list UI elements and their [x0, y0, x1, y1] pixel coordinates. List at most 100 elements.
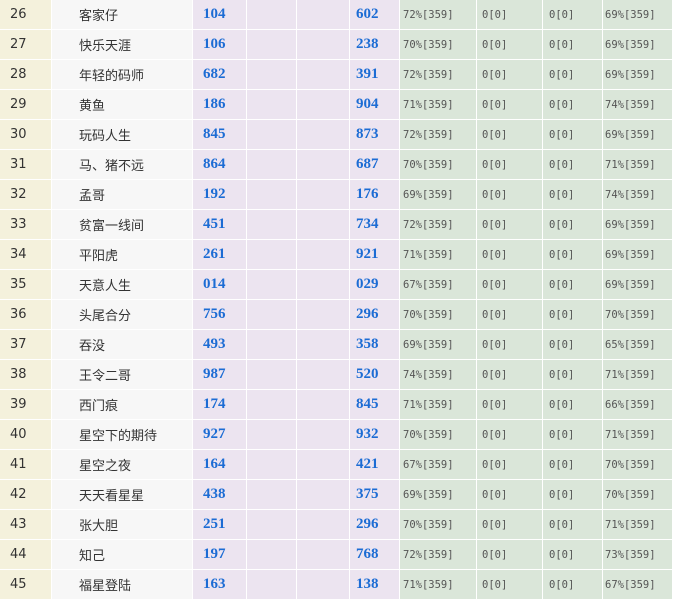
- rank: 43: [10, 517, 27, 532]
- table-cell: 43: [0, 510, 52, 539]
- table-cell: 164: [193, 450, 247, 479]
- count-b: 0[0]: [549, 38, 575, 51]
- count-a: 0[0]: [482, 578, 508, 591]
- number-b: 873: [356, 126, 379, 142]
- count-a: 0[0]: [482, 308, 508, 321]
- count-b: 0[0]: [549, 518, 575, 531]
- name: 客家仔: [79, 9, 119, 24]
- table-cell: 40: [0, 420, 52, 449]
- table-cell: 014: [193, 270, 247, 299]
- table-cell: 375: [350, 480, 400, 509]
- table-cell: 70%[359]: [603, 480, 673, 509]
- table-cell: [247, 120, 297, 149]
- number-a: 192: [203, 186, 226, 202]
- table-cell: 27: [0, 30, 52, 59]
- table-cell: 28: [0, 60, 52, 89]
- rank: 38: [10, 367, 27, 382]
- table-cell: 26: [0, 0, 52, 29]
- table-cell: 186: [193, 90, 247, 119]
- table-cell: 0[0]: [477, 360, 543, 389]
- number-b: 421: [356, 456, 379, 472]
- count-a: 0[0]: [482, 338, 508, 351]
- table-cell: 70%[359]: [603, 300, 673, 329]
- table-cell: [297, 180, 350, 209]
- table-cell: 0[0]: [543, 570, 603, 599]
- table-cell: 44: [0, 540, 52, 569]
- table-cell: 天意人生: [52, 270, 193, 299]
- table-cell: 0[0]: [543, 540, 603, 569]
- rank: 27: [10, 37, 27, 52]
- count-a: 0[0]: [482, 8, 508, 21]
- number-b: 734: [356, 216, 379, 232]
- table-row: 44 知己 197 768 72%[359] 0[0] 0[0] 73%[359]: [0, 540, 673, 570]
- number-a: 438: [203, 486, 226, 502]
- table-cell: 0[0]: [543, 390, 603, 419]
- table-row: 29 黄鱼 186 904 71%[359] 0[0] 0[0] 74%[359]: [0, 90, 673, 120]
- count-a: 0[0]: [482, 188, 508, 201]
- table-cell: [297, 30, 350, 59]
- table-cell: 74%[359]: [603, 180, 673, 209]
- table-row: 32 孟哥 192 176 69%[359] 0[0] 0[0] 74%[359]: [0, 180, 673, 210]
- table-cell: [297, 570, 350, 599]
- rank: 44: [10, 547, 27, 562]
- rate-a: 72%[359]: [403, 8, 454, 21]
- rank: 37: [10, 337, 27, 352]
- table-cell: 296: [350, 300, 400, 329]
- count-b: 0[0]: [549, 398, 575, 411]
- count-b: 0[0]: [549, 338, 575, 351]
- table-row: 41 星空之夜 164 421 67%[359] 0[0] 0[0] 70%[359]: [0, 450, 673, 480]
- table-cell: [247, 510, 297, 539]
- rate-a: 71%[359]: [403, 98, 454, 111]
- table-cell: [297, 510, 350, 539]
- rate-b: 70%[359]: [605, 458, 656, 471]
- name: 吞没: [79, 339, 106, 354]
- rate-b: 67%[359]: [605, 578, 656, 591]
- name: 平阳虎: [79, 249, 119, 264]
- table-cell: [297, 330, 350, 359]
- table-cell: [247, 270, 297, 299]
- table-row: 42 天天看星星 438 375 69%[359] 0[0] 0[0] 70%[359]: [0, 480, 673, 510]
- rate-b: 70%[359]: [605, 488, 656, 501]
- table-cell: 192: [193, 180, 247, 209]
- name: 天意人生: [79, 279, 132, 294]
- table-cell: 734: [350, 210, 400, 239]
- table-cell: 70%[359]: [603, 450, 673, 479]
- table-cell: 30: [0, 120, 52, 149]
- table-cell: [247, 540, 297, 569]
- number-b: 176: [356, 186, 379, 202]
- table-cell: [297, 60, 350, 89]
- table-cell: 0[0]: [477, 330, 543, 359]
- table-cell: 296: [350, 510, 400, 539]
- table-cell: 71%[359]: [400, 240, 477, 269]
- table-cell: 0[0]: [543, 450, 603, 479]
- count-b: 0[0]: [549, 8, 575, 21]
- rate-a: 70%[359]: [403, 518, 454, 531]
- number-a: 164: [203, 456, 226, 472]
- name: 玩码人生: [79, 129, 132, 144]
- table-cell: 37: [0, 330, 52, 359]
- table-cell: 0[0]: [477, 300, 543, 329]
- count-b: 0[0]: [549, 128, 575, 141]
- rank: 29: [10, 97, 27, 112]
- number-a: 261: [203, 246, 226, 262]
- table-cell: [247, 210, 297, 239]
- table-cell: 西门痕: [52, 390, 193, 419]
- table-cell: 72%[359]: [400, 0, 477, 29]
- table-cell: 65%[359]: [603, 330, 673, 359]
- number-b: 520: [356, 366, 379, 382]
- table-cell: [297, 210, 350, 239]
- count-b: 0[0]: [549, 368, 575, 381]
- table-cell: [297, 120, 350, 149]
- rank: 31: [10, 157, 27, 172]
- table-cell: 0[0]: [543, 480, 603, 509]
- table-row: 33 贫富一线间 451 734 72%[359] 0[0] 0[0] 69%[359]: [0, 210, 673, 240]
- table-cell: 238: [350, 30, 400, 59]
- table-cell: 71%[359]: [400, 570, 477, 599]
- table-cell: 34: [0, 240, 52, 269]
- table-cell: 174: [193, 390, 247, 419]
- count-b: 0[0]: [549, 488, 575, 501]
- name: 福星登陆: [79, 579, 132, 594]
- table-cell: 45: [0, 570, 52, 599]
- table-cell: 67%[359]: [400, 450, 477, 479]
